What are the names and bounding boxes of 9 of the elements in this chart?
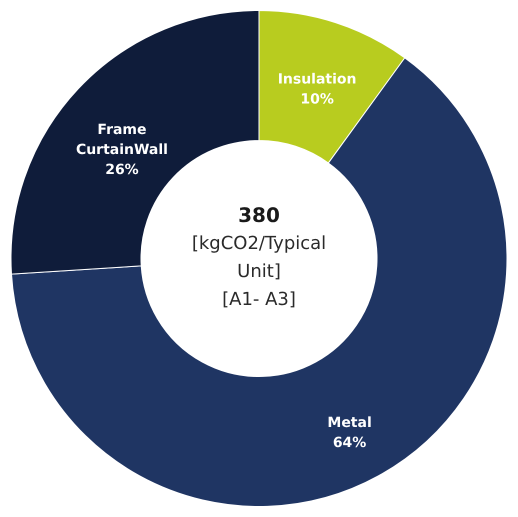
- data-label: 64%: [332, 435, 366, 452]
- data-label: 26%: [105, 162, 139, 178]
- slice-label: Frame CurtainWall: [76, 122, 168, 158]
- text: 380: [238, 203, 280, 227]
- slice-label: Metal: [327, 415, 372, 432]
- text: [A1- A3]: [222, 289, 296, 310]
- data-label: 10%: [300, 92, 334, 108]
- text: [kgCO2/Typical Unit]: [192, 233, 326, 282]
- slice-label: Insulation: [278, 72, 356, 88]
